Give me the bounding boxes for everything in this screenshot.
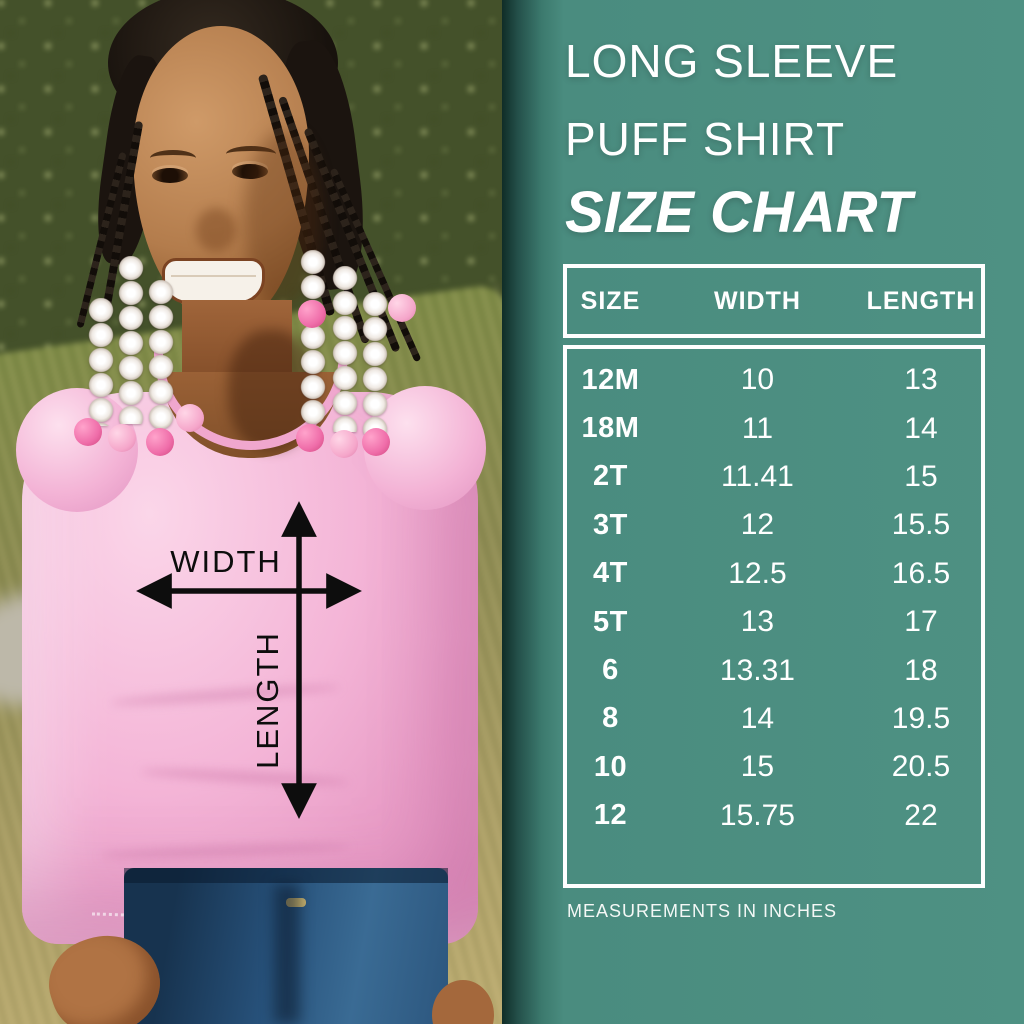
hair-beads <box>300 250 327 428</box>
table-row: 12M 10 13 <box>567 356 981 404</box>
size-cell: 12M <box>581 363 640 396</box>
table-row: 12 15.75 22 <box>567 792 981 840</box>
width-cell: 10 <box>740 363 775 397</box>
length-cell: 16.5 <box>891 556 951 590</box>
length-cell: 18 <box>904 653 938 687</box>
eye <box>232 164 268 179</box>
length-cell: 15.5 <box>891 508 951 542</box>
product-photo: WIDTH LENGTH <box>0 0 502 1024</box>
size-chart-panel: LONG SLEEVE PUFF SHIRT SIZE CHART SIZE W… <box>502 0 1024 1024</box>
pink-bead <box>298 300 326 328</box>
width-cell: 15.75 <box>719 798 795 832</box>
pink-bead <box>146 428 174 456</box>
size-cell: 12 <box>593 799 628 832</box>
length-cell: 17 <box>904 605 938 639</box>
table-row: 6 13.31 18 <box>567 646 981 694</box>
length-label: LENGTH <box>250 631 285 769</box>
size-cell: 5T <box>593 605 628 638</box>
smile <box>162 258 265 304</box>
table-row: 2T 11.41 15 <box>567 453 981 501</box>
nose <box>196 208 236 252</box>
length-cell: 13 <box>904 363 938 397</box>
page-title: LONG SLEEVE PUFF SHIRT SIZE CHART <box>565 22 912 248</box>
size-table-body: 12M 10 13 18M 11 14 2T 11.41 15 3T 12 15… <box>563 345 985 888</box>
eye <box>152 168 188 183</box>
table-row: 4T 12.5 16.5 <box>567 550 981 598</box>
size-table-header: SIZE WIDTH LENGTH <box>563 264 985 338</box>
pink-bead <box>362 428 390 456</box>
table-row: 5T 13 17 <box>567 598 981 646</box>
column-header-length: LENGTH <box>866 286 976 315</box>
table-row: 3T 12 15.5 <box>567 501 981 549</box>
width-cell: 13.31 <box>719 653 795 687</box>
column-header-size: SIZE <box>580 286 641 315</box>
jeans <box>124 868 448 1024</box>
hair-beads <box>148 280 175 430</box>
width-cell: 14 <box>740 701 775 735</box>
pink-bead <box>388 294 416 322</box>
eyebrow <box>150 150 196 166</box>
size-cell: 8 <box>602 702 619 735</box>
title-line-2: PUFF SHIRT <box>565 113 846 165</box>
size-cell: 10 <box>593 750 628 783</box>
size-cell: 18M <box>581 412 640 445</box>
width-cell: 11.41 <box>721 459 794 493</box>
hair-beads <box>88 298 115 426</box>
title-line-1: LONG SLEEVE <box>565 35 899 87</box>
size-cell: 4T <box>593 557 628 590</box>
pink-bead <box>176 404 204 432</box>
length-cell: 22 <box>904 798 938 832</box>
length-cell: 14 <box>904 411 938 445</box>
units-note: MEASUREMENTS IN INCHES <box>567 901 838 921</box>
eyebrow <box>226 146 276 162</box>
size-cell: 6 <box>602 654 619 687</box>
hair-beads <box>118 256 145 424</box>
width-cell: 11 <box>741 411 774 445</box>
width-cell: 12 <box>740 508 775 542</box>
length-cell: 15 <box>904 459 938 493</box>
length-cell: 20.5 <box>891 750 951 784</box>
pink-bead <box>330 430 358 458</box>
belt-buckle <box>286 898 306 907</box>
pink-bead <box>74 418 102 446</box>
width-cell: 12.5 <box>728 556 787 590</box>
width-cell: 15 <box>740 750 775 784</box>
hair-beads <box>332 266 359 432</box>
table-row: 10 15 20.5 <box>567 743 981 791</box>
hair-beads <box>362 292 389 434</box>
pink-bead <box>108 424 136 452</box>
column-header-width: WIDTH <box>713 286 801 315</box>
table-row: 8 14 19.5 <box>567 695 981 743</box>
size-cell: 3T <box>593 508 628 541</box>
length-cell: 19.5 <box>891 701 951 735</box>
pink-bead <box>296 424 324 452</box>
title-line-3: SIZE CHART <box>565 180 912 245</box>
width-label: WIDTH <box>170 544 282 579</box>
table-row: 18M 11 14 <box>567 404 981 452</box>
size-cell: 2T <box>593 460 628 493</box>
width-cell: 13 <box>740 605 775 639</box>
